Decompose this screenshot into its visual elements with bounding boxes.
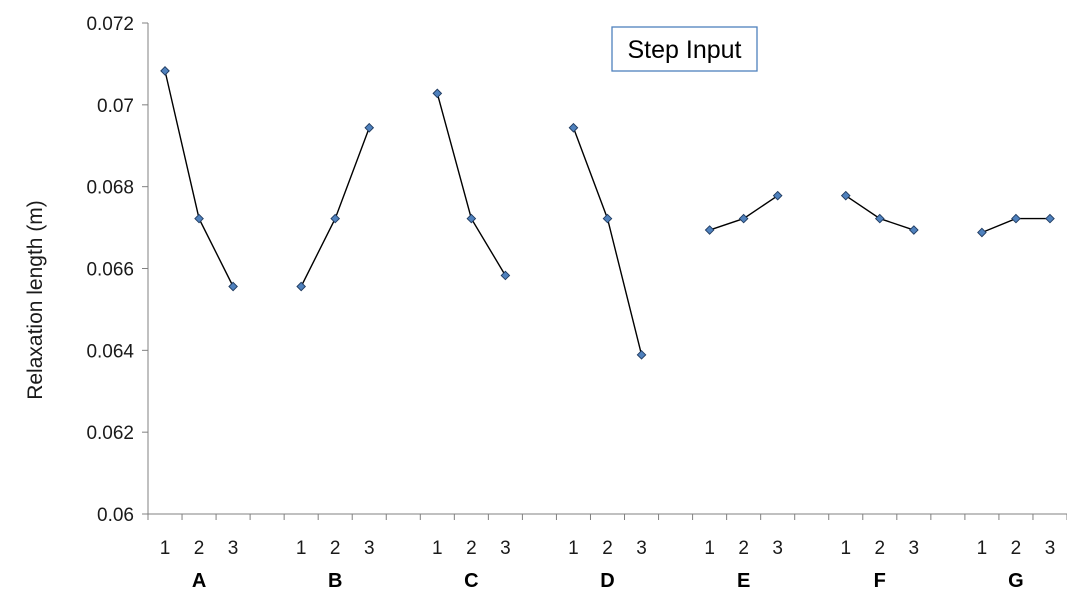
x-group-label-G: G (1008, 570, 1024, 590)
x-level-label: 3 (772, 538, 783, 559)
x-group-label-B: B (328, 570, 342, 590)
x-level-label: 2 (602, 538, 613, 559)
y-tick-label: 0.066 (86, 260, 134, 281)
data-point-F-1 (840, 190, 851, 201)
series-line-C (436, 93, 506, 276)
x-level-label: 2 (1011, 538, 1022, 559)
x-level-label: 1 (160, 538, 171, 559)
y-tick-label: 0.062 (86, 423, 134, 444)
x-group-label-E: E (737, 570, 750, 590)
series-line-D (572, 127, 643, 355)
y-axis-title: Relaxation length (m) (24, 200, 47, 400)
y-tick-label: 0.07 (97, 96, 134, 117)
x-group-label-C: C (464, 570, 478, 590)
data-point-D-1 (568, 122, 579, 133)
x-level-label: 1 (840, 538, 851, 559)
x-level-label: 2 (466, 538, 477, 559)
data-point-D-3 (636, 349, 647, 360)
series-line-E (709, 195, 779, 231)
x-level-label: 1 (977, 538, 988, 559)
series-line-A (164, 70, 234, 287)
data-point-E-3 (772, 190, 783, 201)
chart-title-box: Step Input (611, 26, 758, 72)
y-tick-label: 0.06 (97, 505, 134, 526)
axis-labels: 0.06 0.062 0.064 0.066 0.068 0.07 0.072 1 2 3 A 1 2 3… (86, 14, 1055, 590)
data-point-C-1 (432, 88, 443, 99)
series-line-F (845, 195, 915, 231)
data-point-B-2 (330, 213, 341, 224)
data-point-C-2 (466, 213, 477, 224)
data-point-C-3 (500, 270, 511, 281)
x-group-label-F: F (874, 570, 886, 590)
x-level-label: 1 (296, 538, 307, 559)
x-level-label: 3 (228, 538, 239, 559)
data-point-E-2 (738, 213, 749, 224)
data-point-A-1 (160, 66, 170, 76)
axes (142, 22, 1067, 520)
data-point-D-2 (602, 213, 613, 224)
data-point-B-1 (296, 281, 307, 292)
x-level-label: 2 (194, 538, 205, 559)
x-level-label: 3 (636, 538, 647, 559)
x-level-label: 1 (704, 538, 715, 559)
x-group-label-D: D (600, 570, 614, 590)
data-point-A-2 (194, 213, 204, 224)
data-point-F-3 (908, 225, 919, 235)
y-tick-label: 0.072 (86, 14, 134, 35)
data-point-G-1 (977, 227, 987, 238)
data-point-G-2 (1011, 213, 1021, 224)
y-tick-label: 0.068 (86, 178, 134, 199)
data-point-E-1 (704, 225, 715, 235)
chart-title-border (611, 26, 758, 72)
series-line-B (300, 127, 370, 287)
x-group-label-A: A (192, 570, 206, 590)
x-level-label: 1 (432, 538, 443, 559)
y-tick-label: 0.064 (86, 341, 134, 362)
x-level-label: 3 (500, 538, 511, 559)
x-level-label: 3 (1045, 538, 1056, 559)
x-level-label: 2 (330, 538, 341, 559)
x-level-label: 2 (738, 538, 749, 559)
x-level-label: 3 (909, 538, 920, 559)
x-level-label: 1 (568, 538, 579, 559)
data-point-A-3 (228, 281, 238, 292)
data-point-G-3 (1045, 213, 1055, 224)
x-level-label: 2 (875, 538, 886, 559)
plot-area (160, 66, 1055, 360)
x-level-label: 3 (364, 538, 375, 559)
data-point-B-3 (364, 122, 375, 133)
chart-title: Step Input (628, 36, 742, 64)
data-point-F-2 (874, 213, 885, 224)
